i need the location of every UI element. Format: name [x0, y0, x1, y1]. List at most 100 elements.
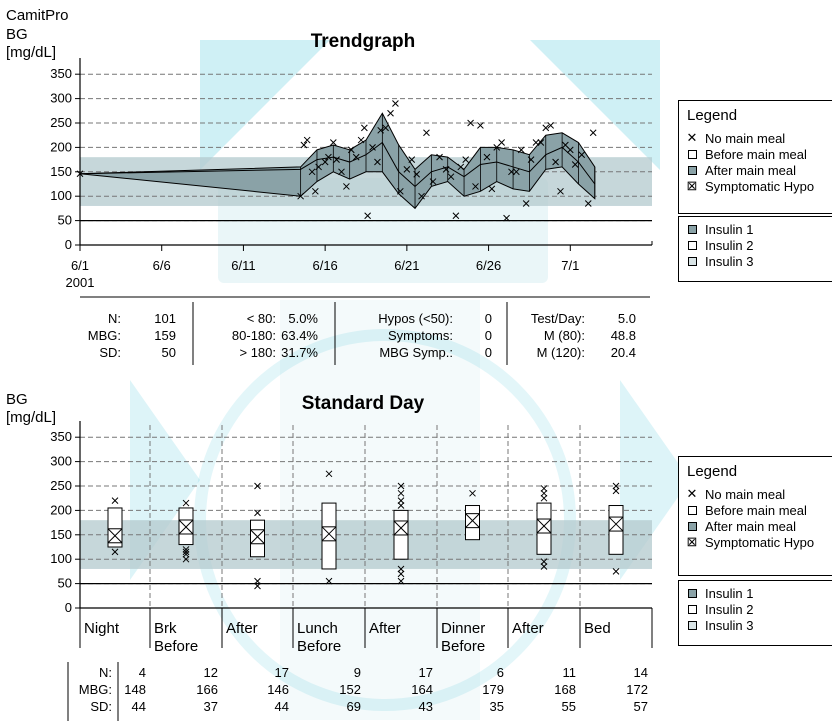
empty-square-icon [685, 149, 699, 159]
legend-item: ⊠ Symptomatic Hypo [679, 178, 832, 194]
box-6 [465, 489, 480, 541]
std-stat-value: 57 [634, 699, 648, 714]
outlier-point [397, 577, 405, 585]
y-tick-label: 200 [50, 139, 72, 154]
outlier-point [182, 548, 190, 556]
trend-point [413, 170, 421, 178]
std-stat-value: 43 [419, 699, 433, 714]
trend-point [303, 136, 311, 144]
insulin-1-icon [685, 588, 699, 598]
outlier-point [540, 494, 548, 502]
outlier-point [182, 499, 190, 507]
y-tick-label: 350 [50, 429, 72, 444]
std-stat-value: 6 [497, 665, 504, 680]
outlier-point [182, 546, 190, 553]
outlier-point [397, 497, 405, 504]
gray-square-icon [685, 165, 699, 175]
stat-value: 101 [154, 311, 176, 326]
outlier-point [111, 497, 119, 504]
stat-label: Symptoms: [388, 328, 453, 343]
box-body [608, 505, 624, 555]
std-stat-value: 55 [562, 699, 576, 714]
trend-stats-table: N: 101 MBG: 159 SD: 50 < 80: 5.0% 80-180… [80, 296, 650, 365]
outlier-point [540, 489, 548, 497]
outlier-point [540, 563, 548, 570]
mean-cross [250, 529, 265, 545]
outlier-point [254, 509, 261, 517]
trend-point [325, 153, 332, 161]
trend-title: Trendgraph [311, 31, 416, 52]
stat-label: Test/Day: [531, 311, 585, 326]
trend-point [477, 122, 484, 129]
trend-point [452, 212, 460, 220]
y-tick-label: 0 [65, 600, 72, 615]
std-stat-label: N: [99, 665, 112, 680]
mean-marker [465, 513, 480, 529]
category-sublabel: Before [297, 638, 341, 655]
outlier-point [397, 502, 405, 509]
mean-marker [321, 526, 337, 542]
stat-value: 20.4 [611, 345, 636, 360]
outlier-point [397, 482, 405, 490]
mean-cross [393, 520, 409, 536]
trend-point [377, 126, 385, 134]
trend-point [488, 185, 496, 193]
stat-value: 0 [485, 345, 492, 360]
box-1 [107, 497, 123, 556]
trend-point [300, 141, 308, 149]
trend-point [571, 161, 579, 168]
trend-point [447, 173, 455, 181]
trend-point [338, 168, 345, 176]
x-year-label: 2001 [66, 275, 95, 290]
trend-point [308, 168, 316, 176]
box-body [250, 519, 265, 558]
std-unit-label: [mg/dL] [6, 409, 56, 426]
legend-label: No main meal [705, 130, 786, 146]
trend-point [311, 187, 319, 195]
trend-point [392, 100, 399, 107]
legend-label: Insulin 1 [705, 221, 754, 237]
x-tick-label: 6/11 [231, 258, 255, 273]
insulin-2-icon [685, 240, 699, 250]
trend-point [542, 124, 550, 132]
box-8 [608, 482, 624, 575]
y-tick-label: 250 [50, 115, 72, 130]
trend-mean-line [79, 141, 596, 188]
std-stat-value: 179 [482, 682, 504, 697]
std-stat-value: 44 [132, 699, 146, 714]
trend-point [364, 212, 371, 220]
x-mark-icon: ✕ [686, 130, 698, 145]
outlier-point [540, 485, 548, 492]
std-stat-value: 9 [354, 665, 361, 680]
trend-point [532, 139, 540, 146]
x-tick-label: 6/6 [153, 258, 171, 273]
outlier-point [469, 489, 476, 497]
legend-label: Insulin 2 [705, 601, 754, 617]
trend-point [387, 109, 394, 117]
stat-value: 48.8 [611, 328, 636, 343]
trend-point [442, 166, 450, 173]
outlier-point [325, 577, 333, 585]
outlier-point [254, 482, 261, 490]
crossed-square-icon: ⊠ [686, 178, 698, 193]
legend-item: Insulin 3 [679, 253, 832, 269]
legend-label: After main meal [705, 518, 797, 534]
outlier-point [254, 582, 261, 590]
legend-label: After main meal [705, 162, 797, 178]
legend-item: ⊠ Symptomatic Hypo [679, 534, 832, 550]
stat-label: M (120): [537, 345, 585, 360]
trend-point [522, 200, 530, 207]
box-5 [393, 482, 409, 585]
std-stat-value: 44 [275, 699, 289, 714]
std-stat-value: 17 [419, 665, 433, 680]
trend-point [382, 124, 389, 132]
category-label: Night [84, 620, 120, 637]
stat-label: Hypos (<50): [378, 311, 453, 326]
legend-item: Insulin 2 [679, 237, 832, 253]
legend-item: Insulin 1 [679, 585, 832, 601]
y-tick-label: 150 [50, 164, 72, 179]
trend-point [333, 156, 340, 163]
trend-point [566, 146, 574, 154]
